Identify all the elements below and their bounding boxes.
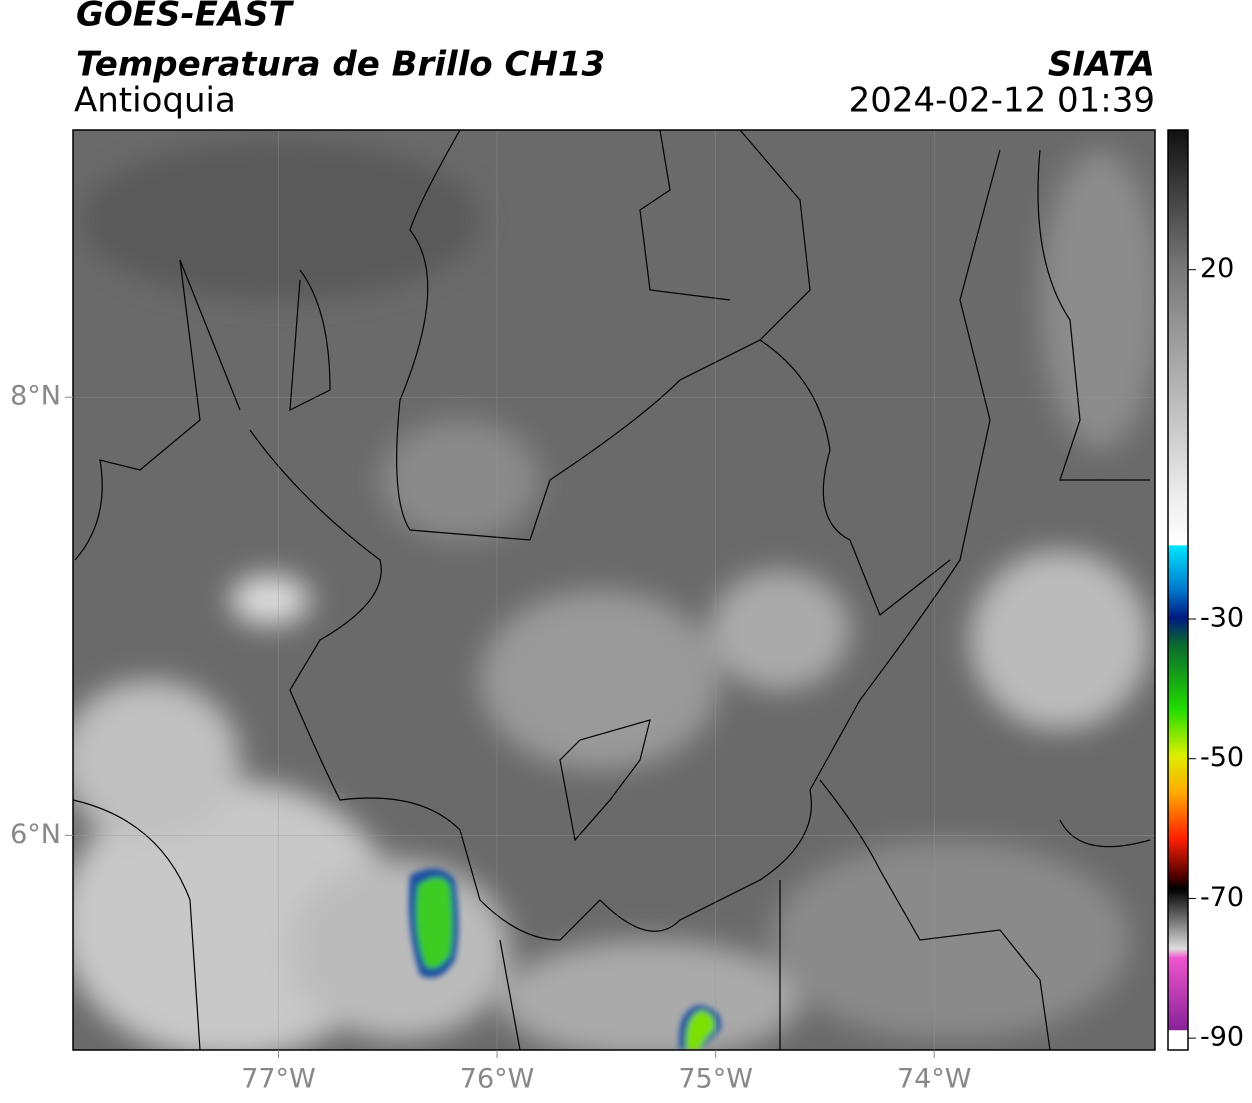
colorbar-tick-label: -50 bbox=[1200, 742, 1244, 773]
subtitle: Temperatura de Brillo CH13 bbox=[76, 45, 605, 85]
lat-tick-label: 8°N bbox=[10, 381, 61, 412]
map-frame bbox=[72, 129, 1156, 1051]
lon-tick-label: 76°W bbox=[460, 1064, 535, 1095]
colorbar bbox=[1167, 129, 1189, 1051]
region: Antioquia bbox=[74, 81, 236, 121]
colorbar-tick-label: -70 bbox=[1200, 882, 1244, 913]
colorbar-tick-label: -90 bbox=[1200, 1022, 1244, 1053]
lon-tick-label: 74°W bbox=[897, 1064, 972, 1095]
lon-tick-label: 77°W bbox=[241, 1064, 316, 1095]
colorbar-tick-label: 20 bbox=[1200, 253, 1234, 284]
agency: SIATA bbox=[1048, 45, 1155, 85]
title: GOES-EAST bbox=[76, 0, 295, 35]
lon-tick-label: 75°W bbox=[678, 1064, 753, 1095]
colorbar-tick-label: -30 bbox=[1200, 602, 1244, 633]
satellite-image bbox=[73, 130, 1155, 1050]
lat-tick-label: 6°N bbox=[10, 819, 61, 850]
datetime: 2024-02-12 01:39 bbox=[849, 81, 1155, 121]
